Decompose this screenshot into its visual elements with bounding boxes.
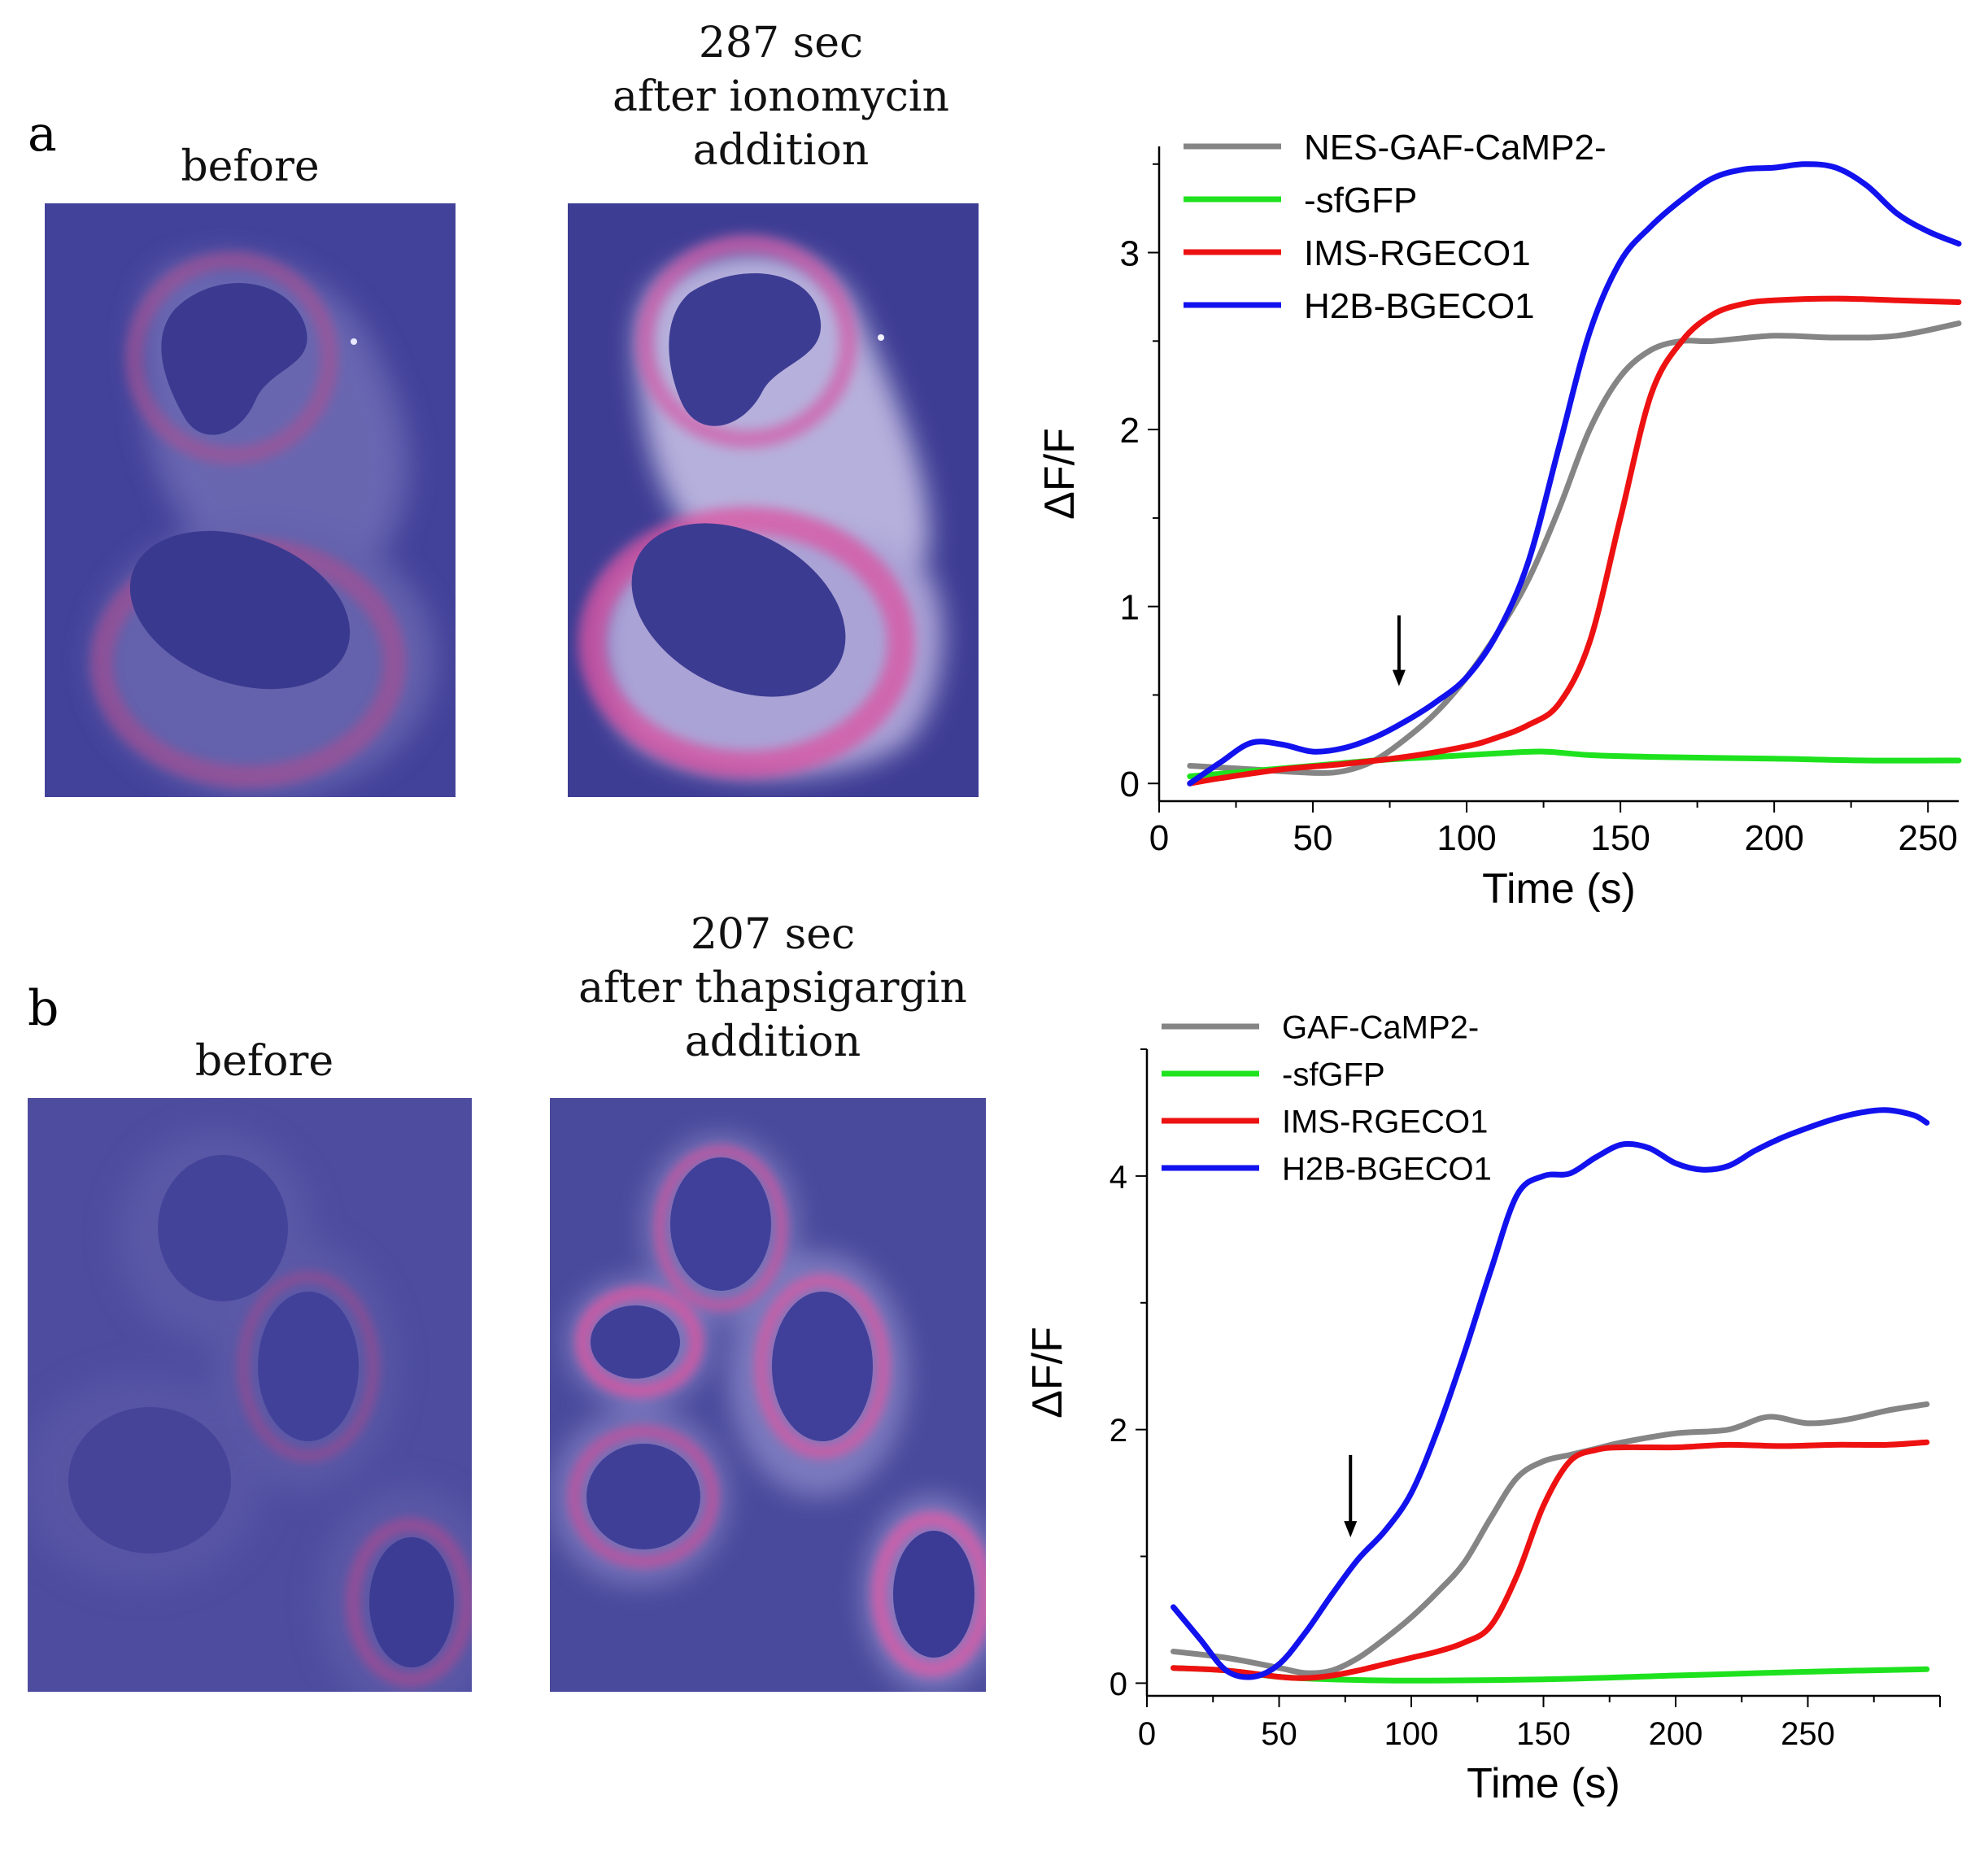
y-axis-label: ΔF/F [1036, 428, 1083, 520]
micrograph-b-before [28, 1098, 472, 1692]
legend-label: IMS-RGECO1 [1304, 233, 1531, 273]
legend-label: GAF-CaMP2- [1282, 1009, 1479, 1045]
x-tick-label: 50 [1293, 818, 1333, 858]
panel-letter-b: b [28, 980, 59, 1037]
series-line-h2b-bgeco1 [1187, 161, 1962, 787]
x-tick-label: 100 [1384, 1716, 1439, 1752]
caption-a-after: 287 sec after ionomycin addition [553, 16, 1009, 177]
micrograph-b-after [550, 1098, 986, 1692]
panel-letter-a: a [28, 106, 57, 163]
x-axis-label: Time (s) [1482, 865, 1636, 913]
y-tick-label: 0 [1110, 1667, 1127, 1702]
y-tick-label: 2 [1120, 411, 1140, 451]
x-tick-label: 250 [1898, 818, 1957, 858]
caption-b-after-line-2: after thapsigargin [578, 964, 967, 1013]
y-tick-label: 3 [1120, 233, 1140, 273]
caption-b-before: before [194, 1037, 334, 1086]
caption-b-after-line-1: 207 sec [690, 910, 856, 959]
x-tick-label: 50 [1261, 1716, 1297, 1752]
caption-b-after-line-3: addition [684, 1018, 861, 1066]
arrow-head [1344, 1521, 1358, 1538]
caption-a-before: before [181, 142, 320, 191]
series-line-h2b-bgeco1 [1171, 1107, 1930, 1680]
x-tick-label: 0 [1149, 818, 1169, 858]
x-tick-label: 150 [1516, 1716, 1571, 1752]
legend-label: H2B-BGECO1 [1304, 286, 1535, 326]
micrograph-a-after [568, 203, 979, 797]
legend-label: -sfGFP [1304, 181, 1417, 220]
legend-label: IMS-RGECO1 [1282, 1104, 1488, 1140]
caption-a-after-line-2: after ionomycin [613, 72, 949, 121]
arrow-head [1392, 669, 1406, 686]
chart-a: 0 50 100 150 200 250 0 1 2 3 Time (s) ΔF/F NES-GAF-C… [1036, 128, 1962, 913]
x-tick-label: 250 [1781, 1716, 1835, 1752]
series-line-ims-rgeco1 [1187, 295, 1962, 787]
y-tick-label: 4 [1110, 1159, 1127, 1195]
legend-label: NES-GAF-CaMP2- [1304, 128, 1607, 168]
x-tick-label: 100 [1437, 818, 1496, 858]
chart-b: 0 50 100 150 200 250 0 2 4 Time (s) ΔF/F GAF-CaMP2-… [1024, 1009, 1941, 1807]
y-axis-label: ΔF/F [1024, 1327, 1071, 1418]
y-tick-label: 1 [1120, 588, 1140, 628]
series-line-ims-rgeco1 [1171, 1439, 1930, 1681]
y-tick-label: 2 [1110, 1413, 1127, 1449]
legend-label: -sfGFP [1282, 1057, 1385, 1092]
y-tick-label: 0 [1120, 765, 1140, 804]
series-line-nes-gaf-camp2 [1187, 320, 1962, 776]
x-axis-label: Time (s) [1467, 1760, 1620, 1807]
x-tick-label: 150 [1590, 818, 1650, 858]
caption-b-after: 207 sec after thapsigargin addition [545, 908, 1001, 1069]
legend-label: H2B-BGECO1 [1282, 1151, 1492, 1187]
series-line-gaf-camp2 [1171, 1401, 1930, 1676]
caption-a-after-line-3: addition [692, 126, 870, 175]
x-tick-label: 200 [1649, 1716, 1703, 1752]
micrograph-a-before [45, 203, 456, 797]
caption-a-after-line-1: 287 sec [698, 19, 864, 68]
x-tick-label: 0 [1138, 1716, 1156, 1752]
x-tick-label: 200 [1744, 818, 1803, 858]
